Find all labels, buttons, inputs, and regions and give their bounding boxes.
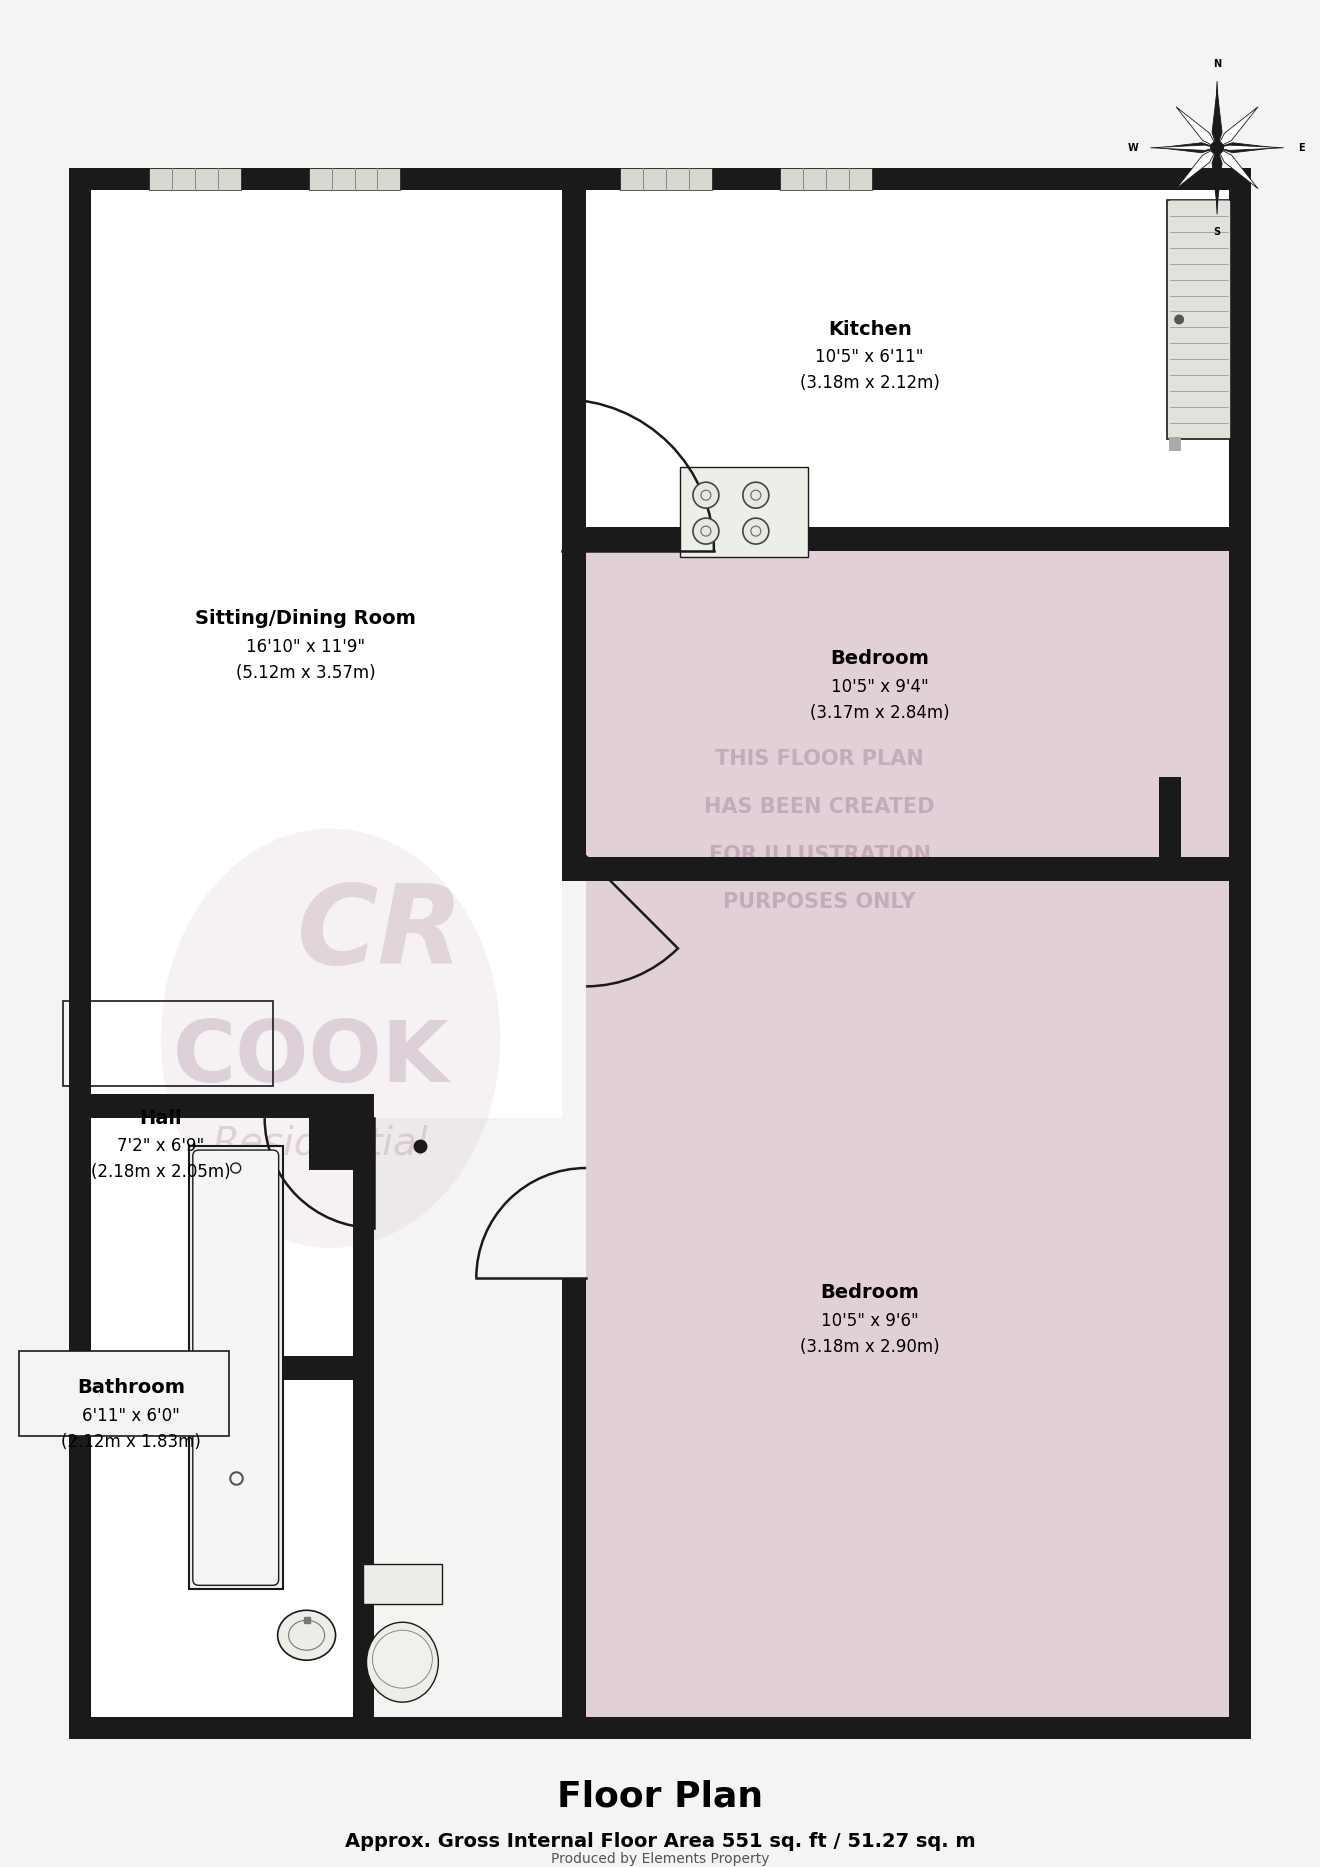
Text: Sitting/Dining Room: Sitting/Dining Room [195, 609, 416, 629]
Bar [91, 190, 562, 1118]
Text: (3.18m x 2.12m): (3.18m x 2.12m) [800, 375, 940, 392]
Text: Bedroom: Bedroom [820, 1283, 919, 1303]
Text: 7'2" x 6'9": 7'2" x 6'9" [117, 1137, 205, 1156]
Circle shape [743, 482, 768, 508]
Bar [562, 168, 586, 881]
Text: S: S [1213, 226, 1221, 237]
Bar [352, 1118, 375, 1738]
Text: Bedroom: Bedroom [830, 650, 929, 668]
Text: Floor Plan: Floor Plan [557, 1779, 763, 1815]
Text: Kitchen: Kitchen [828, 319, 912, 340]
Circle shape [701, 491, 711, 500]
Bar [375, 1718, 1251, 1738]
Bar [780, 168, 871, 190]
Bar [149, 168, 240, 190]
Polygon shape [1176, 147, 1217, 189]
Text: Approx. Gross Internal Floor Area 551 sq. ft / 51.27 sq. m: Approx. Gross Internal Floor Area 551 sq… [345, 1832, 975, 1852]
Text: W: W [1127, 142, 1138, 153]
Text: 16'10" x 11'9": 16'10" x 11'9" [246, 639, 366, 655]
Text: (5.12m x 3.57m): (5.12m x 3.57m) [236, 665, 375, 681]
Bar [363, 1565, 442, 1604]
Polygon shape [1151, 146, 1217, 151]
Text: HAS BEEN CREATED: HAS BEEN CREATED [705, 797, 935, 816]
Bar [680, 467, 808, 556]
Polygon shape [1176, 106, 1217, 147]
Polygon shape [1217, 106, 1258, 147]
Polygon shape [1214, 80, 1220, 147]
Text: Bathroom: Bathroom [77, 1378, 185, 1397]
Text: COOK: COOK [173, 1018, 449, 1100]
Circle shape [751, 526, 760, 536]
Text: (2.12m x 1.83m): (2.12m x 1.83m) [61, 1432, 201, 1451]
Polygon shape [1217, 147, 1258, 189]
Text: Residential: Residential [213, 1124, 429, 1161]
Bar [91, 1118, 375, 1718]
Text: E: E [1298, 142, 1304, 153]
Ellipse shape [289, 1621, 325, 1650]
Bar [375, 881, 562, 1118]
Ellipse shape [372, 1630, 433, 1688]
FancyBboxPatch shape [193, 1150, 279, 1585]
Text: N: N [1213, 58, 1221, 69]
Circle shape [701, 526, 711, 536]
Bar [586, 551, 1229, 881]
Bar [189, 1146, 282, 1589]
Bar [620, 168, 711, 190]
Bar [1229, 168, 1251, 1738]
Circle shape [743, 519, 768, 543]
Polygon shape [1217, 146, 1283, 151]
Bar [1167, 200, 1232, 439]
Bar [309, 168, 400, 190]
Circle shape [693, 482, 719, 508]
Bar [18, 1350, 228, 1436]
Bar [586, 190, 1229, 551]
Polygon shape [1159, 142, 1217, 153]
Bar [69, 1718, 376, 1738]
Polygon shape [1212, 90, 1222, 147]
Polygon shape [1217, 142, 1275, 153]
Bar [91, 1094, 375, 1118]
Bar [586, 526, 1229, 551]
Bar [1159, 857, 1229, 881]
Bar [69, 168, 1251, 190]
Text: 6'11" x 6'0": 6'11" x 6'0" [82, 1406, 180, 1425]
Text: PURPOSES ONLY: PURPOSES ONLY [723, 892, 916, 913]
Bar [309, 1118, 352, 1171]
Bar [69, 168, 91, 1738]
Ellipse shape [367, 1622, 438, 1703]
Text: FOR ILLUSTRATION: FOR ILLUSTRATION [709, 844, 931, 864]
Text: 10'5" x 9'6": 10'5" x 9'6" [821, 1313, 919, 1329]
Ellipse shape [161, 829, 500, 1247]
Text: Hall: Hall [140, 1109, 182, 1128]
Text: Produced by Elements Property: Produced by Elements Property [550, 1852, 770, 1865]
Text: 10'5" x 6'11": 10'5" x 6'11" [816, 349, 924, 366]
Text: CR: CR [297, 879, 465, 988]
Bar [91, 1355, 352, 1380]
Bar [586, 881, 1229, 1718]
Polygon shape [1212, 147, 1222, 205]
Polygon shape [1214, 147, 1220, 215]
Bar [1170, 437, 1181, 452]
Text: THIS FLOOR PLAN: THIS FLOOR PLAN [715, 749, 924, 769]
Bar [1159, 777, 1181, 857]
Circle shape [751, 491, 760, 500]
Text: (3.17m x 2.84m): (3.17m x 2.84m) [809, 704, 949, 723]
Text: (3.18m x 2.90m): (3.18m x 2.90m) [800, 1339, 940, 1355]
Bar [562, 1277, 586, 1738]
Circle shape [1173, 314, 1184, 325]
Bar [63, 1001, 273, 1087]
Ellipse shape [277, 1609, 335, 1660]
Text: (2.18m x 2.05m): (2.18m x 2.05m) [91, 1163, 231, 1182]
Circle shape [1210, 140, 1224, 155]
Circle shape [693, 519, 719, 543]
Bar [586, 857, 1229, 881]
Text: 10'5" x 9'4": 10'5" x 9'4" [830, 678, 928, 696]
